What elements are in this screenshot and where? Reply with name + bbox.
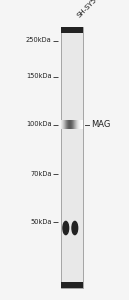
Circle shape	[63, 221, 69, 235]
Text: MAG: MAG	[92, 120, 111, 129]
Bar	[61, 27, 83, 33]
Circle shape	[72, 221, 78, 235]
Text: 100kDa: 100kDa	[26, 122, 52, 128]
Text: 50kDa: 50kDa	[30, 219, 52, 225]
Text: 250kDa: 250kDa	[26, 38, 52, 44]
Bar	[61, 27, 83, 288]
Text: 70kDa: 70kDa	[30, 171, 52, 177]
Bar	[61, 282, 83, 288]
Text: SH-SY5Y: SH-SY5Y	[76, 0, 101, 19]
Text: 150kDa: 150kDa	[26, 74, 52, 80]
